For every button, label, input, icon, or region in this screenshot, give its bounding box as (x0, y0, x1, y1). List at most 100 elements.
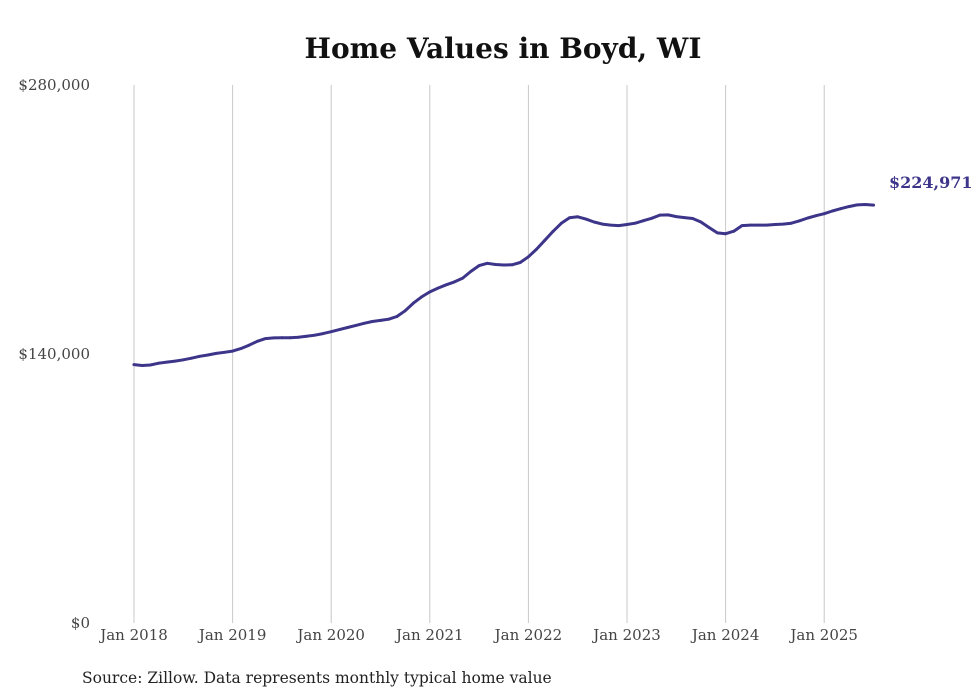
x-tick-label: Jan 2023 (591, 626, 661, 644)
data-point-2019-06 (272, 336, 276, 340)
data-point-2019-02 (239, 347, 243, 350)
data-point-2023-11 (707, 226, 711, 230)
x-tick-label: Jan 2019 (197, 626, 267, 644)
data-point-2019-08 (288, 336, 292, 340)
data-point-2020-10 (403, 309, 407, 313)
data-point-2019-05 (264, 337, 267, 340)
y-tick-label: $140,000 (18, 345, 90, 363)
data-point-2023-09 (691, 217, 695, 220)
data-point-2023-05 (658, 213, 662, 217)
x-tick-label: Jan 2020 (295, 626, 365, 644)
x-tick-label: Jan 2025 (788, 626, 858, 644)
data-point-2021-10 (502, 263, 506, 267)
data-point-2024-02 (732, 229, 736, 233)
data-point-2019-07 (280, 336, 284, 340)
series-layer (132, 203, 875, 367)
data-point-2021-01 (428, 290, 432, 294)
x-tick-label: Jan 2024 (690, 626, 760, 644)
data-point-2024-09 (789, 221, 793, 225)
data-point-2019-12 (321, 332, 325, 335)
data-point-2021-12 (518, 261, 522, 264)
x-tick-label: Jan 2018 (98, 626, 168, 644)
chart-title: Home Values in Boyd, WI (305, 32, 702, 65)
data-point-2018-10 (206, 353, 210, 357)
x-tick-label: Jan 2021 (394, 626, 464, 644)
y-axis-tick-labels: $0 $140,000 $280,000 (18, 76, 90, 632)
data-point-2020-07 (379, 319, 382, 322)
data-point-2022-11 (609, 223, 612, 227)
source-note: Source: Zillow. Data represents monthly … (82, 669, 552, 687)
data-point-2022-01 (527, 255, 530, 259)
data-point-2021-03 (444, 283, 448, 287)
data-point-2020-06 (370, 320, 374, 323)
data-point-2024-10 (798, 219, 801, 223)
data-point-2022-06 (568, 216, 571, 220)
data-point-2024-04 (748, 223, 752, 227)
data-point-2023-12 (716, 231, 719, 235)
data-point-2018-09 (198, 354, 202, 358)
data-point-2019-04 (255, 339, 259, 343)
vertical-gridlines (133, 85, 825, 623)
data-point-2023-07 (674, 215, 678, 219)
data-point-2021-08 (485, 261, 489, 265)
data-point-2024-01 (724, 232, 727, 236)
data-point-2018-04 (157, 361, 161, 365)
data-point-2023-06 (666, 213, 670, 217)
data-point-2025-07 (872, 203, 875, 207)
data-point-2019-03 (247, 343, 251, 347)
data-point-2023-01 (625, 223, 629, 226)
series-line (132, 203, 875, 367)
data-point-2020-09 (395, 315, 399, 318)
data-point-2022-04 (551, 230, 555, 233)
y-tick-label: $280,000 (18, 76, 90, 94)
data-point-2022-10 (600, 222, 604, 226)
x-axis-tick-labels: Jan 2018 Jan 2019 Jan 2020 Jan 2021 Jan 2022… (98, 626, 858, 644)
data-point-2024-06 (765, 223, 769, 227)
data-point-2022-03 (543, 238, 547, 242)
data-point-2021-09 (494, 263, 497, 266)
data-point-2021-02 (436, 286, 440, 290)
data-point-2022-12 (617, 224, 621, 228)
data-point-2022-02 (535, 247, 538, 251)
data-point-2021-07 (477, 264, 481, 267)
y-tick-label: $0 (71, 614, 90, 632)
data-point-2024-05 (757, 223, 760, 227)
data-point-2020-11 (412, 301, 415, 305)
data-point-2025-01 (822, 212, 826, 216)
data-point-2018-07 (181, 358, 185, 362)
data-point-2018-05 (165, 360, 169, 364)
data-point-2021-11 (510, 263, 514, 267)
data-point-2020-05 (362, 321, 366, 325)
data-point-2020-12 (420, 295, 423, 299)
data-point-2022-07 (576, 215, 580, 219)
data-point-2020-01 (329, 330, 333, 334)
end-value-label: $224,971 (889, 173, 973, 192)
data-point-2023-02 (633, 221, 637, 225)
data-point-2018-12 (223, 350, 226, 354)
data-point-2018-11 (214, 352, 218, 355)
data-point-2019-09 (296, 335, 300, 339)
data-point-2025-05 (855, 203, 859, 207)
data-point-2018-03 (149, 363, 152, 367)
x-tick-label: Jan 2022 (493, 626, 563, 644)
data-point-2018-01 (132, 363, 136, 366)
data-point-2020-08 (387, 317, 391, 321)
data-point-2020-03 (346, 326, 349, 329)
data-point-2024-07 (773, 223, 777, 226)
data-point-2024-12 (814, 214, 818, 218)
data-point-2025-04 (847, 205, 851, 209)
data-point-2023-03 (642, 219, 645, 223)
data-point-2019-01 (231, 349, 235, 353)
data-point-2024-11 (806, 216, 810, 220)
data-point-2019-10 (305, 334, 308, 338)
data-point-2018-08 (190, 356, 193, 360)
data-point-2022-08 (584, 217, 588, 221)
data-point-2021-06 (469, 270, 473, 273)
data-point-2018-02 (140, 364, 144, 367)
data-point-2024-03 (740, 224, 744, 228)
data-point-2020-02 (338, 328, 341, 331)
data-point-2020-04 (354, 324, 358, 327)
data-point-2023-08 (683, 216, 686, 220)
data-point-2025-02 (831, 209, 834, 213)
